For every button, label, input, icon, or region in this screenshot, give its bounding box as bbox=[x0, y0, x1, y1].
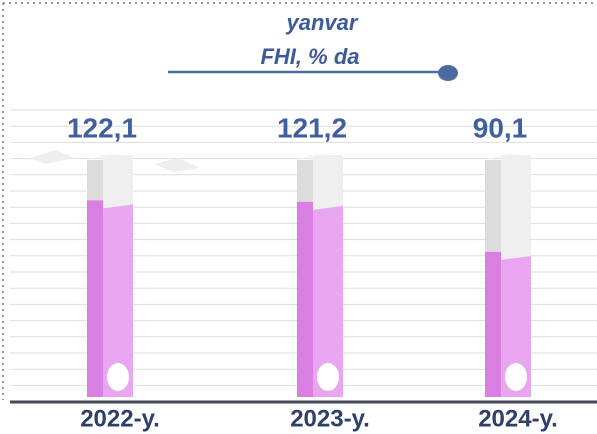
bar-highlight bbox=[317, 363, 339, 391]
bar-side bbox=[485, 251, 501, 397]
bar bbox=[485, 251, 531, 397]
bar bbox=[87, 200, 133, 397]
frame bbox=[2, 2, 597, 400]
value-label: 121,2 bbox=[277, 112, 347, 143]
bar-front bbox=[103, 204, 133, 397]
decor-shape bbox=[155, 158, 200, 172]
value-label: 90,1 bbox=[473, 112, 528, 143]
bar bbox=[297, 201, 343, 397]
x-tick-label: 2023-y. bbox=[290, 405, 370, 432]
chart-title: yanvar bbox=[286, 10, 359, 35]
decor-shape bbox=[30, 150, 75, 164]
value-label: 122,1 bbox=[67, 112, 137, 143]
x-tick-label: 2024-y. bbox=[478, 405, 558, 432]
bar-side bbox=[297, 201, 313, 397]
chart-subtitle: FHI, % da bbox=[260, 44, 359, 69]
x-tick-label: 2022-y. bbox=[80, 405, 160, 432]
bar-side bbox=[87, 200, 103, 397]
bar-highlight bbox=[505, 363, 527, 391]
bar-highlight bbox=[107, 363, 129, 391]
title-dot bbox=[438, 65, 458, 81]
bar-front bbox=[501, 255, 531, 397]
bar-front bbox=[313, 205, 343, 397]
